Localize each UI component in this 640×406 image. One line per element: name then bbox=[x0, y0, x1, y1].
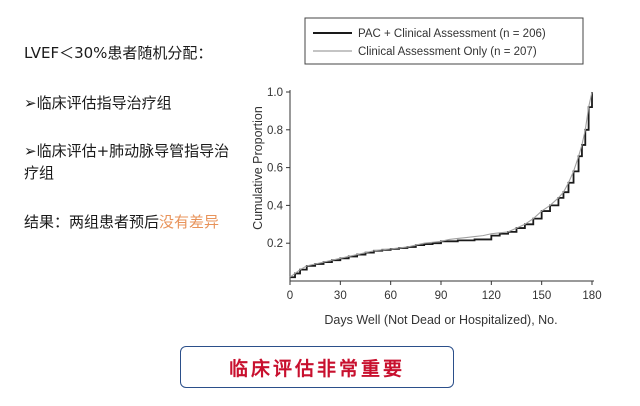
x-tick-label: 180 bbox=[582, 290, 601, 302]
x-axis-title: Days Well (Not Dead or Hospitalized), No… bbox=[324, 313, 557, 327]
y-axis-title: Cumulative Proportion bbox=[251, 106, 265, 230]
y-tick-label: 0.6 bbox=[267, 163, 283, 175]
conclusion-banner: 临床评估非常重要 bbox=[180, 346, 454, 388]
x-tick-label: 30 bbox=[334, 290, 347, 302]
result-highlight: 没有差异 bbox=[159, 213, 220, 231]
x-tick-label: 120 bbox=[482, 290, 501, 302]
y-tick-label: 0.2 bbox=[267, 238, 283, 250]
y-tick-label: 1.0 bbox=[267, 87, 283, 99]
group2-text: ➢临床评估+肺动脉导管指导治疗组 bbox=[24, 142, 230, 182]
legend-label-pac: PAC + Clinical Assessment (n = 206) bbox=[358, 28, 546, 40]
x-tick-label: 90 bbox=[435, 290, 448, 302]
group1-text: ➢临床评估指导治疗组 bbox=[24, 94, 172, 112]
x-tick-label: 150 bbox=[532, 290, 551, 302]
chart-legend: PAC + Clinical Assessment (n = 206) Clin… bbox=[304, 17, 584, 65]
result-text: 结果：两组患者预后没有差异 bbox=[24, 211, 234, 233]
legend-box bbox=[304, 17, 584, 65]
x-tick-label: 0 bbox=[287, 290, 293, 302]
legend-label-clinical: Clinical Assessment Only (n = 207) bbox=[358, 46, 537, 58]
y-tick-label: 0.8 bbox=[267, 125, 283, 137]
x-tick-label: 60 bbox=[384, 290, 397, 302]
randomization-text: LVEF＜30%患者随机分配： bbox=[24, 44, 213, 62]
series-line-pac bbox=[290, 92, 593, 279]
banner-text: 临床评估非常重要 bbox=[228, 357, 405, 380]
series-line-clinical bbox=[289, 91, 593, 278]
y-tick-label: 0.4 bbox=[267, 200, 284, 212]
result-prefix: 结果：两组患者预后 bbox=[24, 213, 160, 231]
